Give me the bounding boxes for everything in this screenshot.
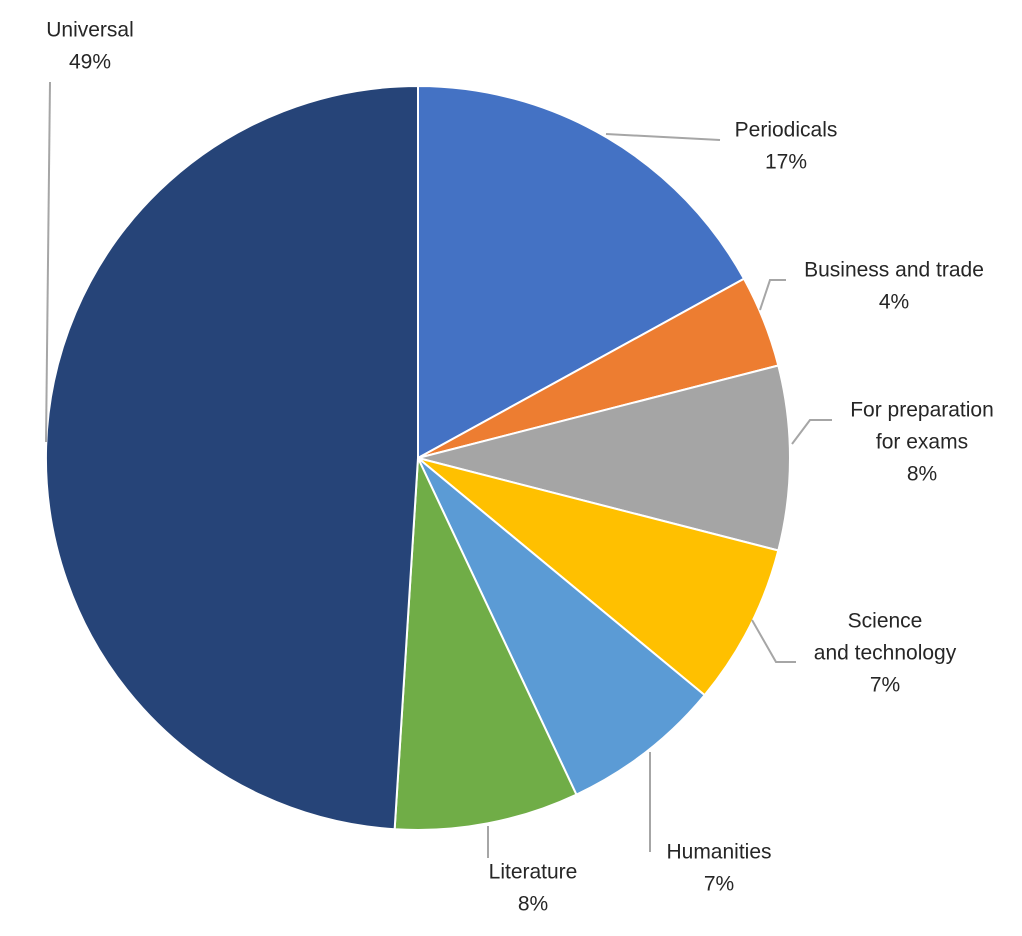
leader-line-universal [45, 81, 51, 443]
slice-name-label: Universal [46, 19, 134, 42]
slice-percent-label: 4% [879, 291, 909, 314]
slice-name-label: For preparation [850, 399, 994, 422]
leader-line-periodicals [605, 133, 721, 141]
slice-label-business-and-trade: Business and trade 4% [804, 259, 984, 314]
slice-percent-label: 8% [518, 893, 548, 916]
pie-slice-science-and-technology [417, 457, 780, 697]
pie-slice-universal [44, 84, 419, 831]
pie-slice-humanities [417, 457, 707, 796]
slice-label-for-preparation-for-exams: For preparation for exams 8% [850, 399, 994, 486]
leader-lines [45, 81, 832, 858]
slice-label-science-and-technology: Science and technology 7% [814, 610, 957, 697]
slice-name-label: Science [848, 610, 923, 633]
slice-labels: Periodicals 17% Business and trade 4% For pr… [46, 19, 994, 916]
slice-label-humanities: Humanities 7% [666, 841, 771, 896]
slice-name-label: for exams [876, 431, 968, 454]
leader-line-business-and-trade [759, 279, 786, 311]
slice-percent-label: 7% [870, 674, 900, 697]
slice-label-literature: Literature 8% [489, 861, 578, 916]
slice-name-label: and technology [814, 642, 957, 665]
pie-slice-for-preparation-for-exams [417, 364, 791, 552]
slice-name-label: Literature [489, 861, 578, 884]
slice-percent-label: 7% [704, 873, 734, 896]
leader-line-for-preparation-for-exams [791, 419, 832, 445]
pie-slice-literature [393, 457, 578, 831]
pie-slices [44, 84, 791, 831]
leader-line-science-and-technology [751, 619, 796, 663]
slice-name-label: Business and trade [804, 259, 984, 282]
slice-percent-label: 17% [765, 151, 807, 174]
slice-percent-label: 49% [69, 51, 111, 74]
pie-slice-periodicals [417, 84, 746, 460]
slice-name-label: Periodicals [735, 119, 838, 142]
slice-percent-label: 8% [907, 463, 937, 486]
slice-name-label: Humanities [666, 841, 771, 864]
slice-label-periodicals: Periodicals 17% [735, 119, 838, 174]
slice-label-universal: Universal 49% [46, 19, 134, 74]
